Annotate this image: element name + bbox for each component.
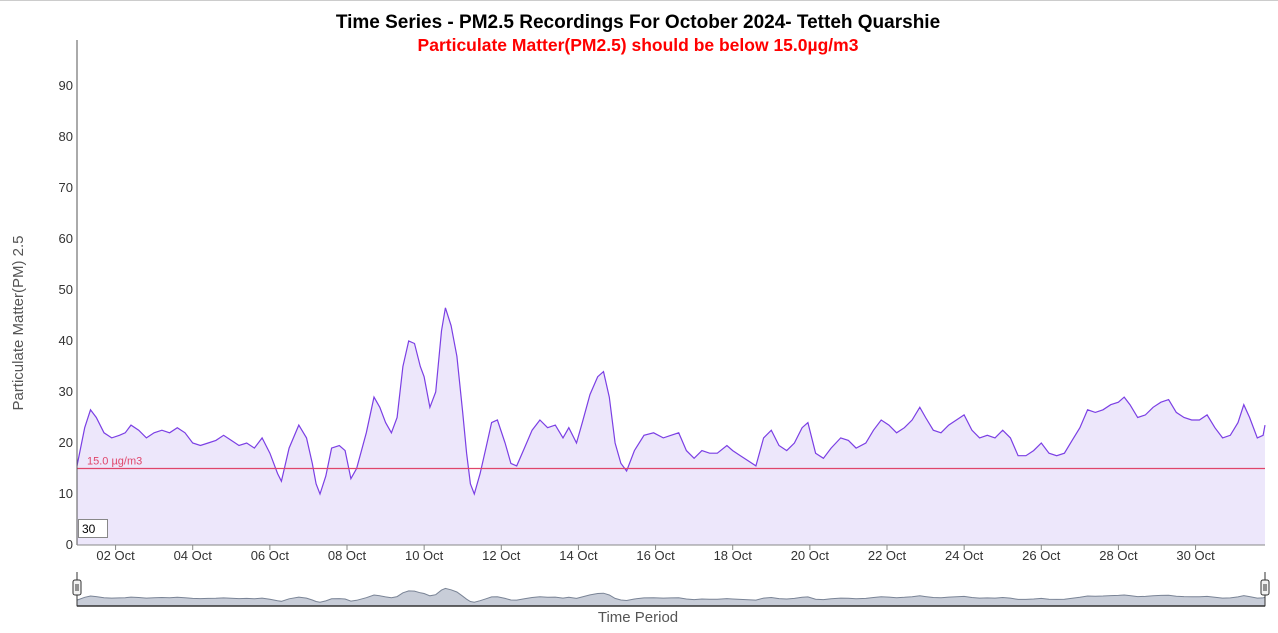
x-tick-label: 02 Oct — [96, 548, 135, 563]
x-tick-label: 12 Oct — [482, 548, 521, 563]
x-tick-label: 16 Oct — [636, 548, 675, 563]
navigator-left-handle[interactable] — [72, 579, 82, 596]
y-tick-label: 90 — [59, 78, 73, 93]
x-tick-label: 26 Oct — [1022, 548, 1061, 563]
x-tick-label: 18 Oct — [714, 548, 753, 563]
navigator-right-handle[interactable] — [1260, 579, 1270, 596]
x-tick-label: 28 Oct — [1099, 548, 1138, 563]
navigator-area — [76, 587, 1266, 607]
x-tick-label: 24 Oct — [945, 548, 984, 563]
chart-title: Time Series - PM2.5 Recordings For Octob… — [336, 12, 940, 33]
x-axis-title: Time Period — [598, 609, 678, 626]
y-tick-label: 80 — [59, 129, 73, 144]
y-axis-ticks: 0 10 20 30 40 50 60 70 80 90 — [59, 78, 73, 552]
y-axis-title: Particulate Matter(PM) 2.5 — [10, 235, 27, 410]
chart-subtitle: Particulate Matter(PM2.5) should be belo… — [418, 35, 859, 55]
x-axis-ticks: 02 Oct 04 Oct 06 Oct 08 Oct 10 Oct 12 Oct 14 O… — [96, 545, 1215, 563]
x-tick-label: 04 Oct — [174, 548, 213, 563]
series-area — [77, 307, 1265, 545]
y-tick-label: 40 — [59, 333, 73, 348]
y-tick-label: 50 — [59, 282, 73, 297]
y-tick-label: 20 — [59, 435, 73, 450]
x-tick-label: 08 Oct — [328, 548, 367, 563]
top-border — [0, 0, 1278, 1]
y-tick-label: 60 — [59, 231, 73, 246]
y-tick-label: 70 — [59, 180, 73, 195]
y-tick-label: 10 — [59, 486, 73, 501]
x-tick-label: 20 Oct — [791, 548, 830, 563]
x-tick-label: 10 Oct — [405, 548, 444, 563]
y-tick-label: 30 — [59, 384, 73, 399]
plot-area: 15.0 µg/m3 — [76, 40, 1266, 546]
x-tick-label: 22 Oct — [868, 548, 907, 563]
y-tick-label: 0 — [66, 537, 73, 552]
x-tick-label: 30 Oct — [1176, 548, 1215, 563]
series-line[interactable] — [76, 307, 1266, 496]
x-tick-label: 06 Oct — [251, 548, 290, 563]
x-tick-label: 14 Oct — [559, 548, 598, 563]
range-navigator[interactable] — [72, 572, 1270, 607]
threshold-label: 15.0 µg/m3 — [87, 455, 142, 467]
rolling-window-input[interactable]: 30 — [78, 519, 108, 538]
